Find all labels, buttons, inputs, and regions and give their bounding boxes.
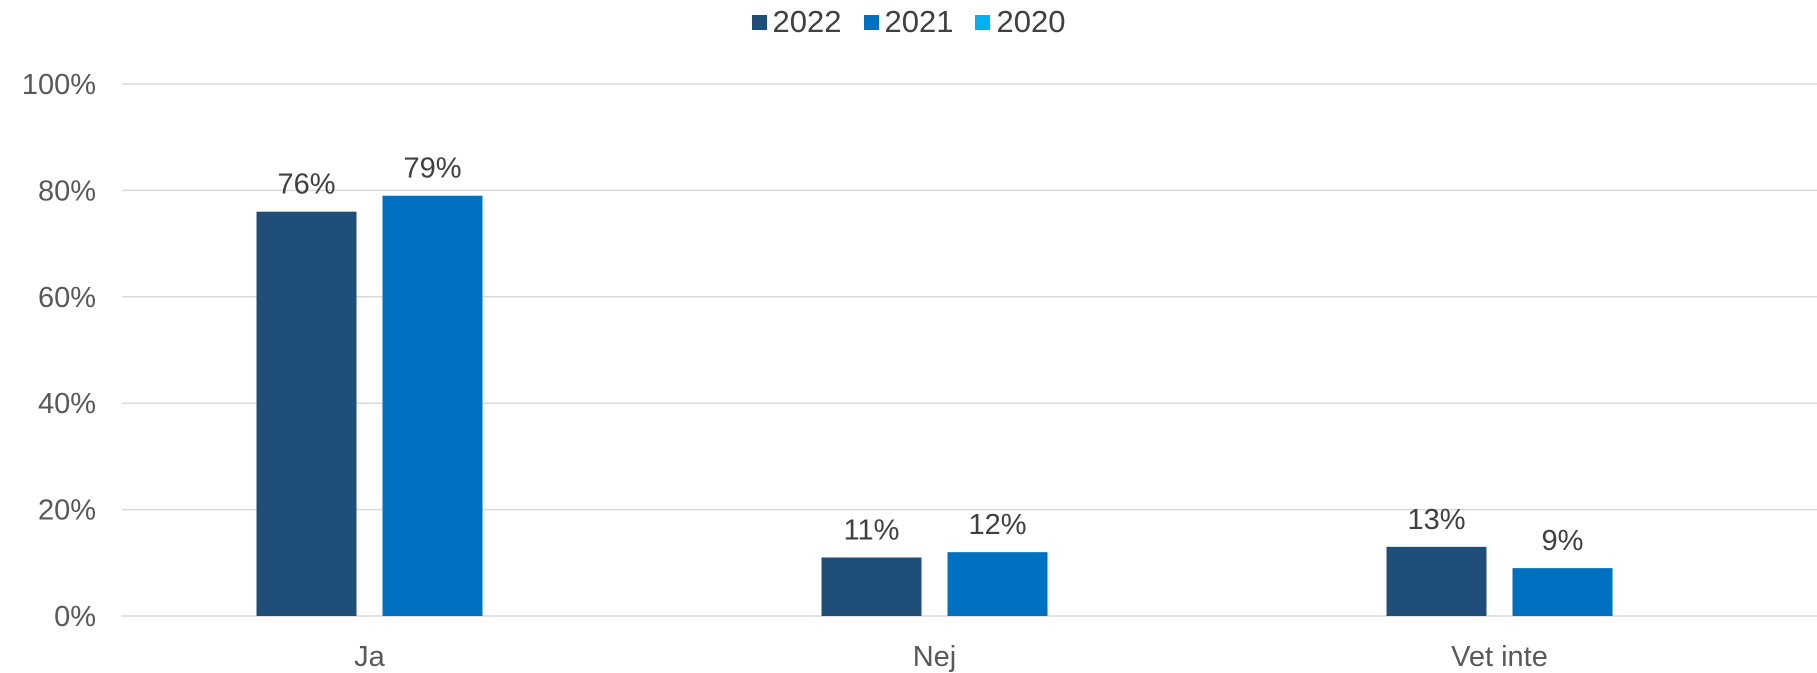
bar-2022 [256, 211, 357, 616]
x-category-label: Vet inte [1451, 641, 1548, 673]
legend-label: 2021 [884, 4, 954, 39]
x-category-label: Nej [913, 641, 957, 673]
y-tick-label: 80% [38, 175, 96, 207]
bar-2021 [1512, 568, 1613, 616]
y-tick-label: 40% [38, 388, 96, 420]
bar-2022 [1386, 546, 1487, 616]
bar-2021 [947, 552, 1048, 616]
legend-item: 2022 [751, 4, 842, 40]
y-tick-label: 60% [38, 282, 96, 314]
legend-swatch [863, 14, 879, 30]
data-label: 79% [403, 153, 461, 185]
data-label: 76% [277, 169, 335, 201]
data-label: 12% [968, 509, 1026, 541]
legend-item: 2020 [975, 4, 1065, 40]
legend-swatch [751, 14, 767, 30]
legend-item: 2021 [863, 4, 954, 40]
y-tick-label: 100% [22, 69, 96, 101]
data-label: 11% [844, 514, 900, 546]
legend: 2022 2021 2020 [0, 4, 1817, 40]
y-tick-label: 0% [54, 601, 96, 633]
bar-2021 [382, 195, 483, 616]
x-category-label: Ja [354, 641, 386, 673]
data-label: 9% [1542, 525, 1584, 557]
legend-label: 2020 [996, 4, 1066, 39]
y-tick-label: 20% [38, 495, 96, 527]
legend-label: 2022 [772, 4, 842, 39]
bar-2022 [821, 557, 922, 616]
data-label: 13% [1407, 504, 1465, 536]
legend-swatch [975, 14, 991, 30]
